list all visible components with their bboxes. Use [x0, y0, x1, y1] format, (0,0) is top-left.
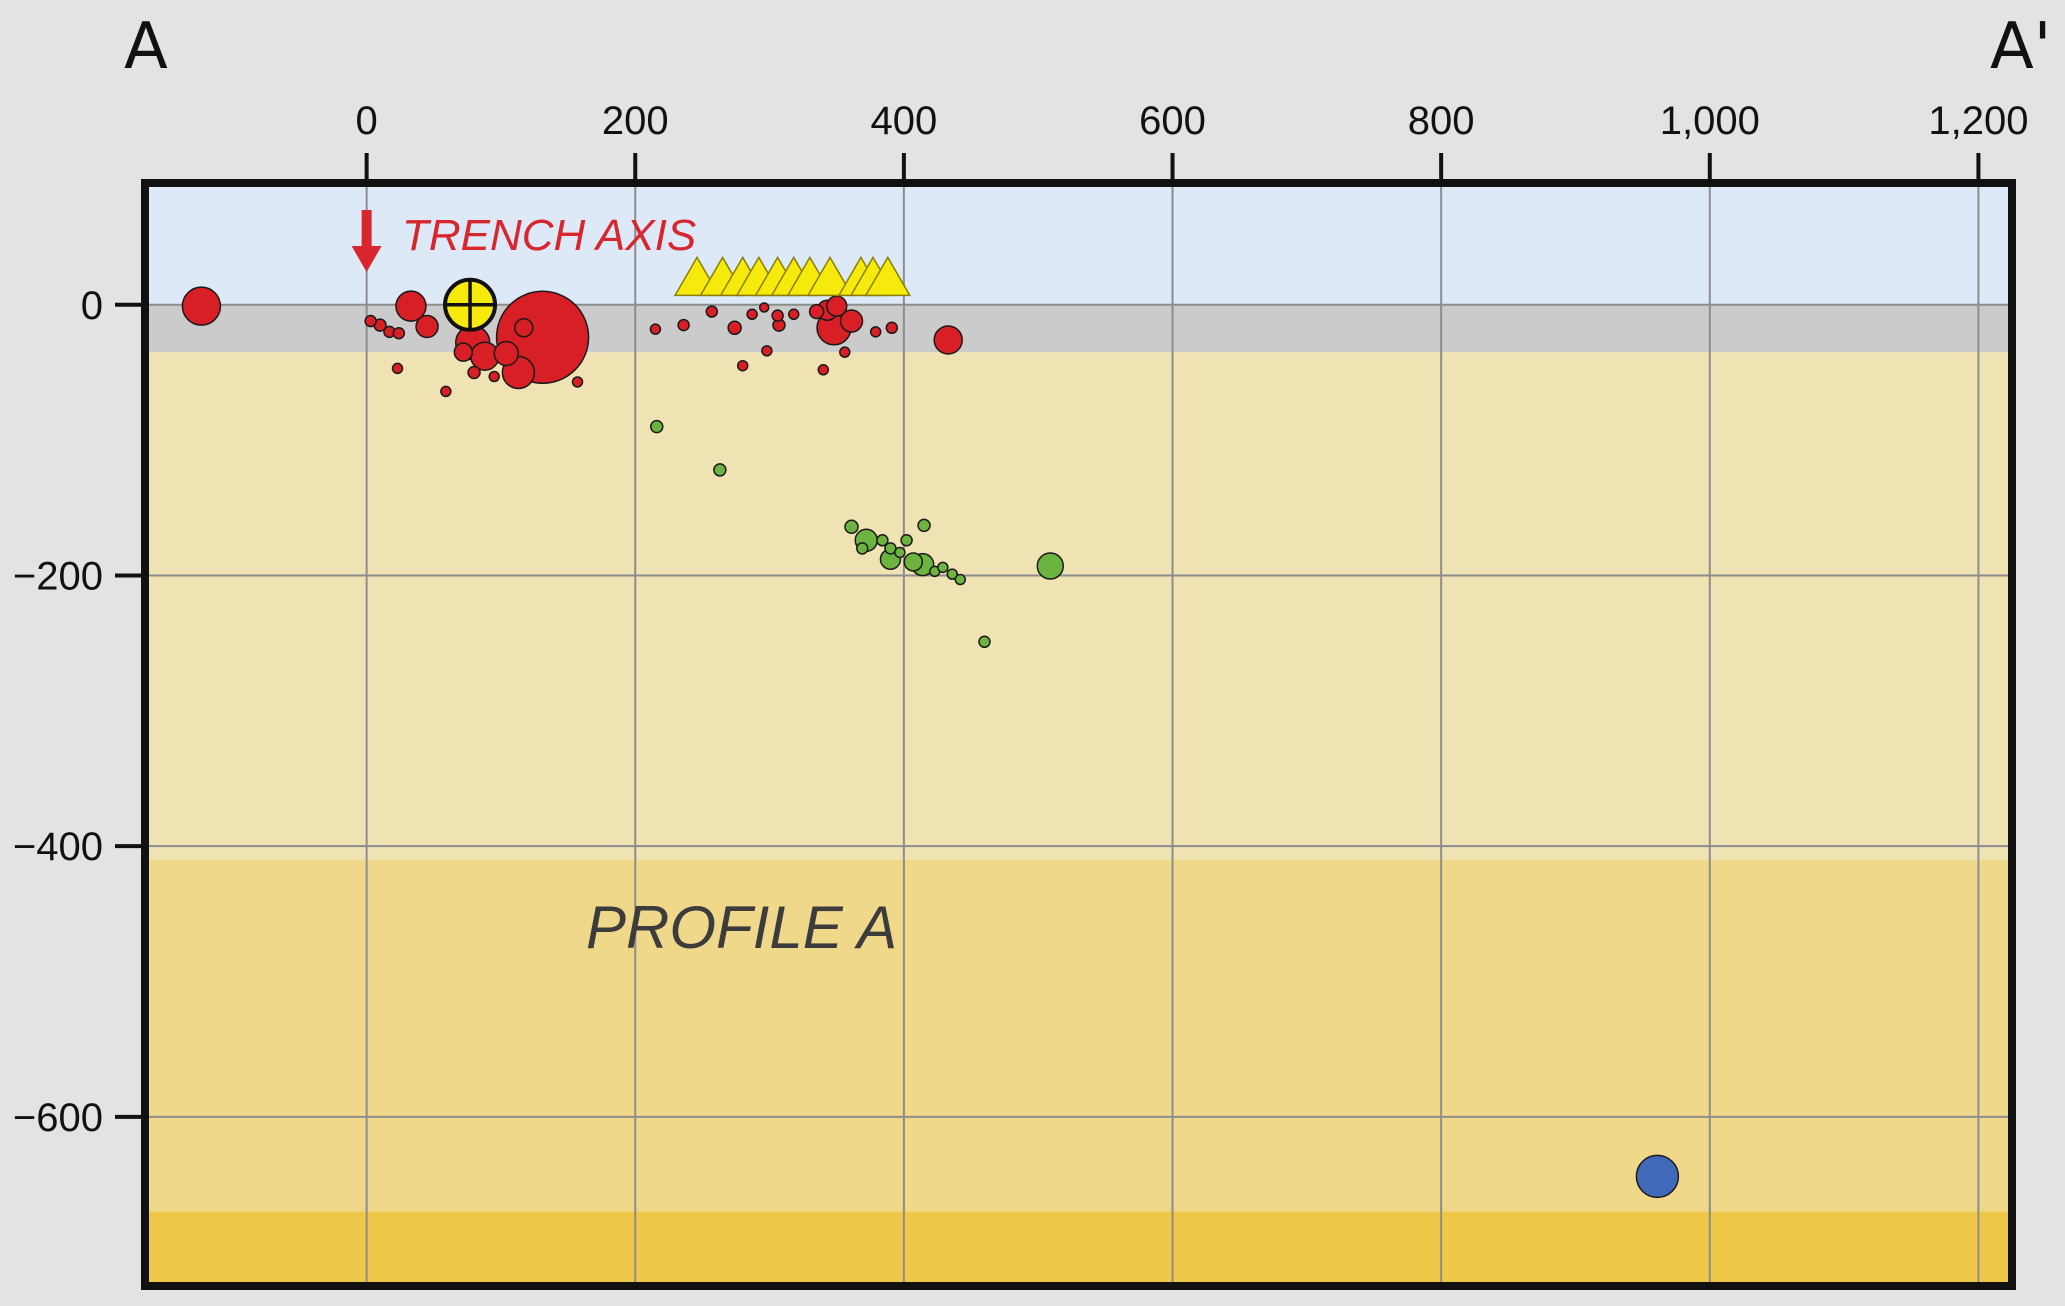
shallow-event-point	[758, 302, 770, 313]
profile-label: PROFILE A	[586, 894, 897, 961]
x-tick-label: 1,000	[1660, 99, 1760, 143]
shallow-event-point	[395, 290, 427, 322]
layer-layer3	[145, 1211, 2012, 1286]
shallow-event-point	[808, 303, 825, 320]
corner-label-left: A	[124, 10, 168, 84]
intermediate-event-point	[917, 518, 931, 533]
shallow-event-point	[514, 318, 534, 338]
shallow-event-point	[493, 340, 520, 367]
trench-axis-label: TRENCH AXIS	[402, 211, 696, 260]
shallow-event-point	[391, 362, 404, 375]
intermediate-event-point	[937, 561, 949, 574]
shallow-event-point	[839, 309, 864, 333]
volcano-marker	[864, 255, 912, 297]
shallow-event-point	[364, 314, 377, 328]
x-tick-label: 200	[602, 99, 669, 143]
shallow-event-point	[440, 385, 452, 398]
shallow-event-point	[933, 325, 963, 355]
axis-ticks: 0 200 400 600 800 1,000 1,200 0 −200 −400 −600	[13, 99, 2029, 1140]
shallow-event-point	[885, 321, 899, 335]
x-tick-label: 0	[355, 99, 377, 143]
intermediate-event-point	[903, 552, 924, 572]
x-tick-label: 400	[871, 99, 938, 143]
layer-layer1	[145, 352, 2012, 860]
intermediate-event-point	[649, 419, 664, 434]
corner-label-right: A'	[1990, 10, 2051, 84]
x-tick-label: 1,200	[1928, 99, 2028, 143]
shallow-event-point	[736, 359, 749, 372]
x-tick-label: 600	[1139, 99, 1206, 143]
y-tick-label: −400	[13, 825, 103, 869]
plot-frame	[141, 179, 2016, 1290]
volcano-marker	[806, 255, 854, 297]
shallow-event-point	[453, 342, 474, 362]
y-tick-label: −200	[13, 554, 103, 598]
intermediate-event-point	[876, 534, 889, 547]
y-tick-label: −600	[13, 1096, 103, 1140]
shallow-event-point	[825, 295, 848, 317]
shallow-event-point	[817, 364, 830, 376]
intermediate-event-point	[954, 573, 967, 586]
intermediate-event-point	[1036, 552, 1065, 580]
shallow-event-point	[746, 308, 758, 321]
layer-layer2	[145, 859, 2012, 1212]
annotations: A A' TRENCH AXIS PROFILE A	[124, 10, 2051, 961]
shallow-event-point	[787, 308, 800, 321]
shallow-event-point	[181, 286, 222, 326]
intermediate-event-point	[894, 546, 906, 559]
shallow-event-point	[761, 345, 773, 357]
trench-axis-arrow	[351, 210, 382, 272]
shallow-event-point	[677, 318, 690, 332]
shallow-event-point	[415, 314, 439, 339]
event-markers	[181, 255, 1680, 1199]
deep-event-point	[1635, 1154, 1680, 1199]
intermediate-event-point	[900, 534, 913, 547]
x-tick-label: 800	[1408, 99, 1475, 143]
shallow-event-point	[467, 365, 481, 380]
shallow-event-point	[571, 376, 584, 388]
shallow-event-point	[649, 323, 662, 335]
y-tick-label: 0	[81, 284, 103, 328]
intermediate-event-point	[713, 463, 727, 477]
intermediate-event-point	[978, 635, 991, 649]
shallow-event-point	[488, 370, 500, 383]
intermediate-event-point	[946, 568, 958, 580]
depth-layers	[145, 183, 2012, 1286]
shallow-event-point	[392, 326, 406, 340]
shallow-event-point	[869, 326, 882, 338]
shallow-event-point	[727, 320, 742, 336]
shallow-event-point	[705, 305, 719, 318]
intermediate-event-point	[856, 542, 869, 555]
mainshock-marker	[443, 277, 498, 332]
intermediate-event-point	[844, 519, 859, 535]
shallow-event-point	[839, 346, 851, 358]
shallow-event-point	[771, 309, 784, 322]
